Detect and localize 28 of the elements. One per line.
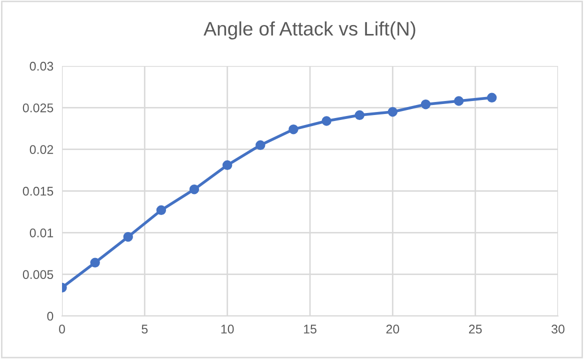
x-tick-label: 5 [142,324,148,334]
x-tick-label: 25 [469,324,482,334]
point [123,232,133,242]
point [222,160,232,170]
y-tick-label: 0.01 [30,228,54,238]
x-tick-label: 30 [552,324,564,334]
x-tick-label: 0 [59,324,65,334]
point [189,184,200,194]
chart-title: Angle of Attack vs Lift(N) [204,21,416,40]
point [156,205,166,216]
y-tick-label: 0 [47,312,54,321]
point [322,116,332,126]
point [288,124,298,134]
x-tick-label: 20 [386,324,400,334]
y-tick-label: 0.005 [22,270,54,279]
point [454,96,464,106]
y-tick-label: 0.03 [30,62,54,71]
point [487,92,497,103]
x-tick-label: 15 [304,324,316,334]
x-tick-label: 10 [221,324,234,334]
point [256,140,266,150]
point [90,258,100,268]
y-tick-label: 0.02 [30,145,54,154]
y-tick-label: 0.015 [22,186,54,196]
point [388,106,398,117]
y-tick-label: 0.025 [22,103,54,112]
point [420,99,431,110]
point [354,110,364,120]
